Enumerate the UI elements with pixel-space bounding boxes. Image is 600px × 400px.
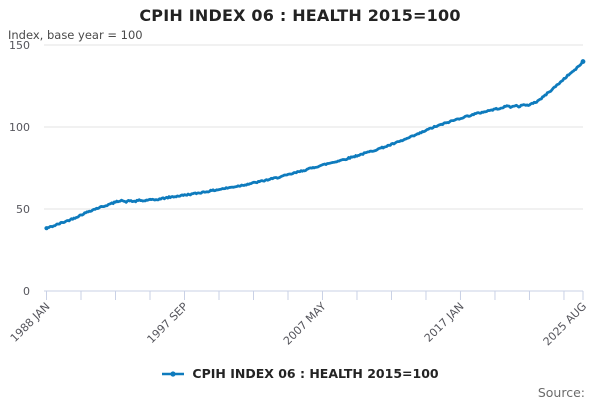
chart-subtitle: Index, base year = 100 xyxy=(8,28,143,42)
x-axis-line-and-ticks xyxy=(44,290,584,300)
svg-text:100: 100 xyxy=(9,121,30,134)
y-axis-tick-labels: 0 50 100 150 xyxy=(9,39,30,298)
legend: CPIH INDEX 06 : HEALTH 2015=100 xyxy=(0,366,600,381)
gridlines xyxy=(44,44,583,210)
legend-label: CPIH INDEX 06 : HEALTH 2015=100 xyxy=(192,366,439,381)
source-label: Source: xyxy=(537,385,585,400)
svg-text:1988 JAN: 1988 JAN xyxy=(8,300,53,345)
x-axis-tick-labels: 1988 JAN 1997 SEP 2007 MAY 2017 JAN 2025 AUG xyxy=(8,300,589,349)
svg-text:50: 50 xyxy=(16,203,30,216)
svg-text:2017 JAN: 2017 JAN xyxy=(422,300,467,345)
chart-title: CPIH INDEX 06 : HEALTH 2015=100 xyxy=(139,6,461,25)
series-line xyxy=(44,59,586,231)
svg-text:2007 MAY: 2007 MAY xyxy=(281,300,329,348)
svg-text:1997 SEP: 1997 SEP xyxy=(145,300,191,346)
svg-text:150: 150 xyxy=(9,39,30,52)
svg-text:2025 AUG: 2025 AUG xyxy=(541,300,590,349)
svg-text:0: 0 xyxy=(23,285,30,298)
legend-line-icon xyxy=(162,370,185,377)
